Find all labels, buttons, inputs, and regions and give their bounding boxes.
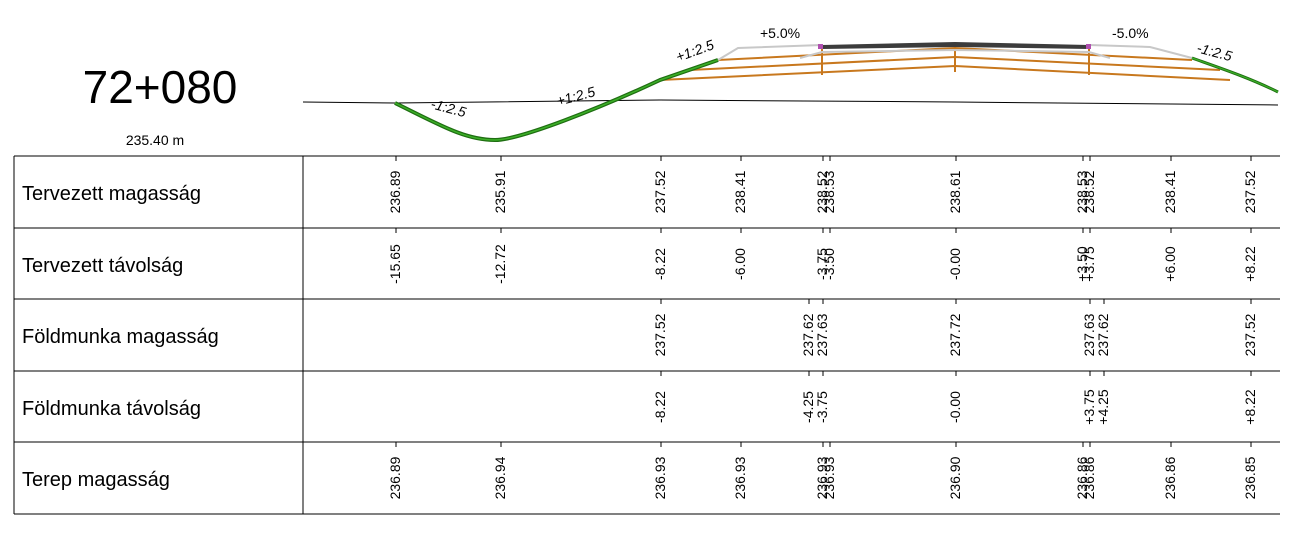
band-value: 237.62 — [800, 313, 816, 356]
band-value: +4.25 — [1095, 389, 1111, 425]
terrain-line — [302, 99, 1279, 106]
band-value: 236.93 — [821, 456, 837, 499]
band-value: 237.63 — [1081, 313, 1097, 356]
row-label: Földmunka magasság — [22, 326, 219, 348]
band-value: 236.93 — [814, 456, 830, 499]
band-value: -12.72 — [492, 244, 508, 284]
pavement — [818, 42, 1091, 49]
band-value: 237.72 — [947, 313, 963, 356]
band-value: +6.00 — [1162, 246, 1178, 282]
band-value: -4.25 — [800, 391, 816, 423]
band-value: -8.22 — [652, 248, 668, 280]
band-value: -15.65 — [387, 244, 403, 284]
band-value: -3.75 — [814, 248, 830, 280]
band-value: 237.52 — [1242, 170, 1258, 213]
data-band-table — [13, 155, 1280, 515]
band-value: 237.52 — [652, 313, 668, 356]
band-value: +8.22 — [1242, 389, 1258, 425]
band-value: 236.93 — [732, 456, 748, 499]
band-value: 238.52 — [814, 170, 830, 213]
band-value: 238.52 — [1081, 170, 1097, 213]
band-value: 236.86 — [1074, 456, 1090, 499]
band-value: +3.75 — [1081, 246, 1097, 282]
band-value: 236.90 — [947, 456, 963, 499]
band-value: -6.00 — [732, 248, 748, 280]
band-value: 236.93 — [652, 456, 668, 499]
cross-section-profile: -1:2.5 +1:2.5 +1:2.5 +5.0% -5.0% -1:2.5 — [302, 25, 1279, 142]
slope-label: +1:2.5 — [555, 83, 597, 109]
slope-label: -1:2.5 — [429, 95, 468, 120]
band-value: 237.52 — [652, 170, 668, 213]
band-value: 237.63 — [814, 313, 830, 356]
band-value: 236.85 — [1242, 456, 1258, 499]
band-value: 236.89 — [387, 170, 403, 213]
row-labels: Tervezett magasság Tervezett távolság Fö… — [22, 183, 219, 491]
band-value: -0.00 — [947, 248, 963, 280]
band-value: 238.61 — [947, 170, 963, 213]
band-value: 237.62 — [1095, 313, 1111, 356]
row-label: Tervezett távolság — [22, 255, 183, 277]
slope-label: +1:2.5 — [674, 36, 717, 65]
row-label: Tervezett magasság — [22, 183, 201, 205]
slope-label: +5.0% — [760, 25, 800, 41]
band-value: 236.86 — [1081, 456, 1097, 499]
slope-label: -5.0% — [1112, 25, 1149, 41]
band-value: -8.22 — [652, 391, 668, 423]
band-value: -0.00 — [947, 391, 963, 423]
band-value: 238.53 — [1074, 170, 1090, 213]
band-value: -3.75 — [814, 391, 830, 423]
row-label: Terep magasság — [22, 469, 170, 491]
band-value: 236.86 — [1162, 456, 1178, 499]
band-value: 238.53 — [821, 170, 837, 213]
band-value: 238.41 — [1162, 170, 1178, 213]
band-value: 238.41 — [732, 170, 748, 213]
slope-labels: -1:2.5 +1:2.5 +1:2.5 +5.0% -5.0% -1:2.5 — [429, 25, 1234, 120]
band-value: +3.75 — [1081, 389, 1097, 425]
reference-elevation: 235.40 m — [126, 132, 184, 148]
station-label: 72+080 — [83, 61, 238, 113]
band-value: 237.52 — [1242, 313, 1258, 356]
formation-lines — [717, 44, 1193, 61]
band-value: +8.22 — [1242, 246, 1258, 282]
band-value: 236.94 — [492, 456, 508, 499]
band-value: -3.50 — [821, 248, 837, 280]
band-value: 236.89 — [387, 456, 403, 499]
band-value: 235.91 — [492, 170, 508, 213]
band-value: +3.50 — [1074, 246, 1090, 282]
slope-lines — [394, 56, 1279, 142]
row-label: Földmunka távolság — [22, 398, 201, 420]
